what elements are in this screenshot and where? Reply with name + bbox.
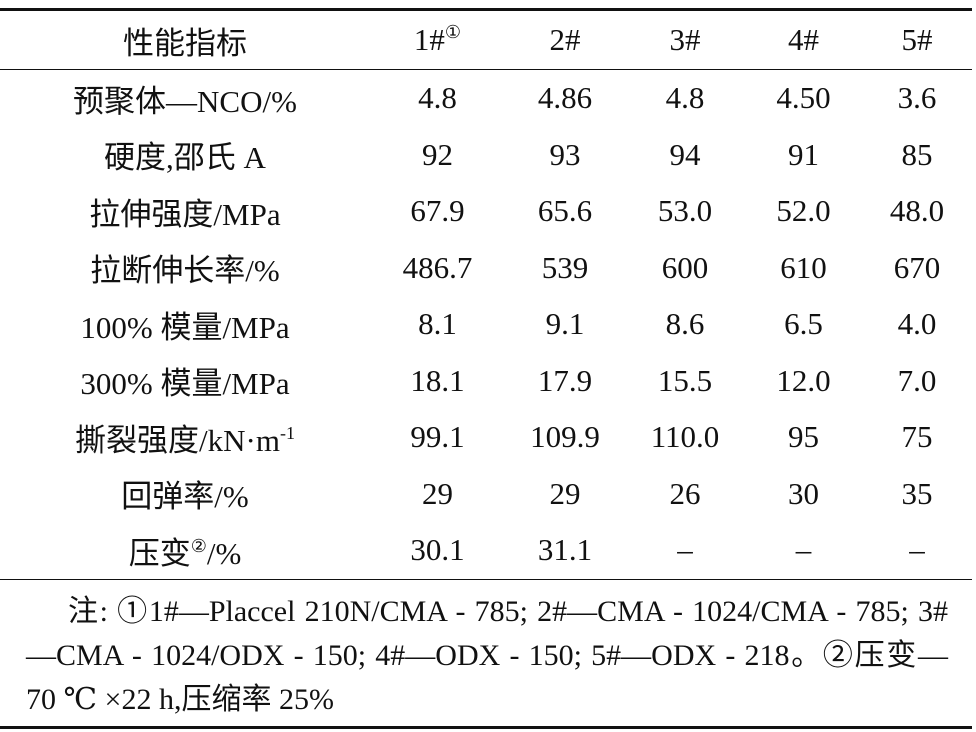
footnote-mark: ① (444, 22, 462, 42)
value-cell: 52.0 (776, 193, 831, 229)
header-cell: 1#① (370, 11, 505, 70)
value-cell: 539 (541, 249, 589, 285)
row-label: 撕裂强度/kN·m-1 (0, 409, 370, 466)
value-cell: 4.0 (897, 306, 937, 342)
value-cell: 8.6 (665, 306, 705, 342)
value-cell: 600 (661, 249, 709, 285)
label-text: 撕裂强度/kN·m (75, 422, 280, 458)
table-row: 回弹率/% 29 29 26 30 35 (0, 466, 972, 523)
value-cell: 8.1 (418, 306, 457, 342)
table: 性能指标 1#① 2# 3# 4# 5# 预聚体—NCO/% 4.8 4.86 4.8… (0, 11, 972, 580)
value-cell: 48.0 (889, 193, 945, 229)
value-cell: 26 (669, 475, 701, 511)
value-cell: 670 (893, 249, 941, 285)
value-cell: 35 (901, 475, 933, 511)
value-cell: 4.8 (665, 80, 705, 116)
value-cell: 75 (901, 419, 933, 455)
value-cell: 17.9 (537, 362, 593, 398)
table-row: 预聚体—NCO/% 4.8 4.86 4.8 4.50 3.6 (0, 70, 972, 127)
table-body: 预聚体—NCO/% 4.8 4.86 4.8 4.50 3.6 硬度,邵氏 A 92 93 94 9… (0, 70, 972, 580)
table-row: 拉伸强度/MPa 67.9 65.6 53.0 52.0 48.0 (0, 183, 972, 240)
table-row: 300% 模量/MPa 18.1 17.9 15.5 12.0 7.0 (0, 353, 972, 410)
row-label: 压变②/% (0, 522, 370, 580)
row-label: 拉断伸长率/% (90, 253, 280, 289)
value-cell: – (745, 522, 862, 580)
value-cell: 110.0 (650, 419, 720, 455)
table-row: 100% 模量/MPa 8.1 9.1 8.6 6.5 4.0 (0, 296, 972, 353)
value-cell: 610 (780, 249, 827, 285)
value-cell: 29 (422, 475, 453, 511)
header-row: 性能指标 1#① 2# 3# 4# 5# (0, 11, 972, 70)
table-row: 撕裂强度/kN·m-1 99.1 109.9 110.0 95 75 (0, 409, 972, 466)
value-cell: 9.1 (545, 306, 585, 342)
table-head: 性能指标 1#① 2# 3# 4# 5# (0, 11, 972, 70)
value-cell: 3.6 (897, 80, 937, 116)
value-cell: 109.9 (530, 419, 600, 455)
value-cell: 99.1 (410, 419, 465, 455)
value-cell: – (862, 522, 972, 580)
unit-text: /% (206, 535, 242, 571)
label-text: 压变 (128, 535, 191, 571)
row-label: 拉伸强度/MPa (89, 196, 281, 232)
row-label: 预聚体—NCO/% (73, 83, 297, 119)
header-cell: 性能指标 (0, 11, 370, 70)
header-cell: 5# (862, 11, 972, 70)
value-cell: 7.0 (897, 362, 937, 398)
table-block: 性能指标 1#① 2# 3# 4# 5# 预聚体—NCO/% 4.8 4.86 4.8… (0, 8, 972, 729)
value-cell: 53.0 (657, 193, 713, 229)
value-cell: 67.9 (410, 193, 465, 229)
value-cell: – (625, 522, 745, 580)
value-cell: 4.50 (776, 80, 831, 116)
header-cell: 2# (505, 11, 625, 70)
footnote: 注: ①1#—Placcel 210N/CMA - 785; 2#—CMA - … (26, 594, 948, 716)
value-cell: 4.8 (418, 80, 457, 116)
value-cell: 30 (788, 475, 819, 511)
value-cell: 18.1 (410, 362, 465, 398)
value-cell: 92 (422, 136, 453, 172)
row-label: 300% 模量/MPa (80, 366, 290, 402)
table-row: 拉断伸长率/% 486.7 539 600 610 670 (0, 240, 972, 297)
value-cell: 6.5 (784, 306, 823, 342)
value-cell: 95 (788, 419, 819, 455)
value-cell: 15.5 (657, 362, 713, 398)
row-label: 硬度,邵氏 A (104, 140, 266, 176)
value-cell: 91 (788, 136, 819, 172)
row-label: 回弹率/% (121, 479, 249, 515)
value-cell: 4.86 (537, 80, 593, 116)
header-cell: 4# (745, 11, 862, 70)
value-cell: 30.1 (370, 522, 505, 580)
table-row: 硬度,邵氏 A 92 93 94 91 85 (0, 127, 972, 184)
value-cell: 486.7 (402, 249, 473, 285)
value-cell: 12.0 (776, 362, 831, 398)
value-cell: 31.1 (505, 522, 625, 580)
superscript: -1 (279, 422, 295, 443)
value-cell: 29 (549, 475, 581, 511)
header-cell: 3# (625, 11, 745, 70)
value-cell: 93 (549, 136, 581, 172)
table-row: 压变②/% 30.1 31.1– – – (0, 522, 972, 580)
value-cell: 65.6 (537, 193, 593, 229)
value-cell: 94 (669, 136, 701, 172)
value-cell: 85 (901, 136, 933, 172)
header-text: 1# (413, 22, 445, 57)
row-label: 100% 模量/MPa (80, 309, 290, 345)
footnote-mark: ② (190, 535, 207, 556)
